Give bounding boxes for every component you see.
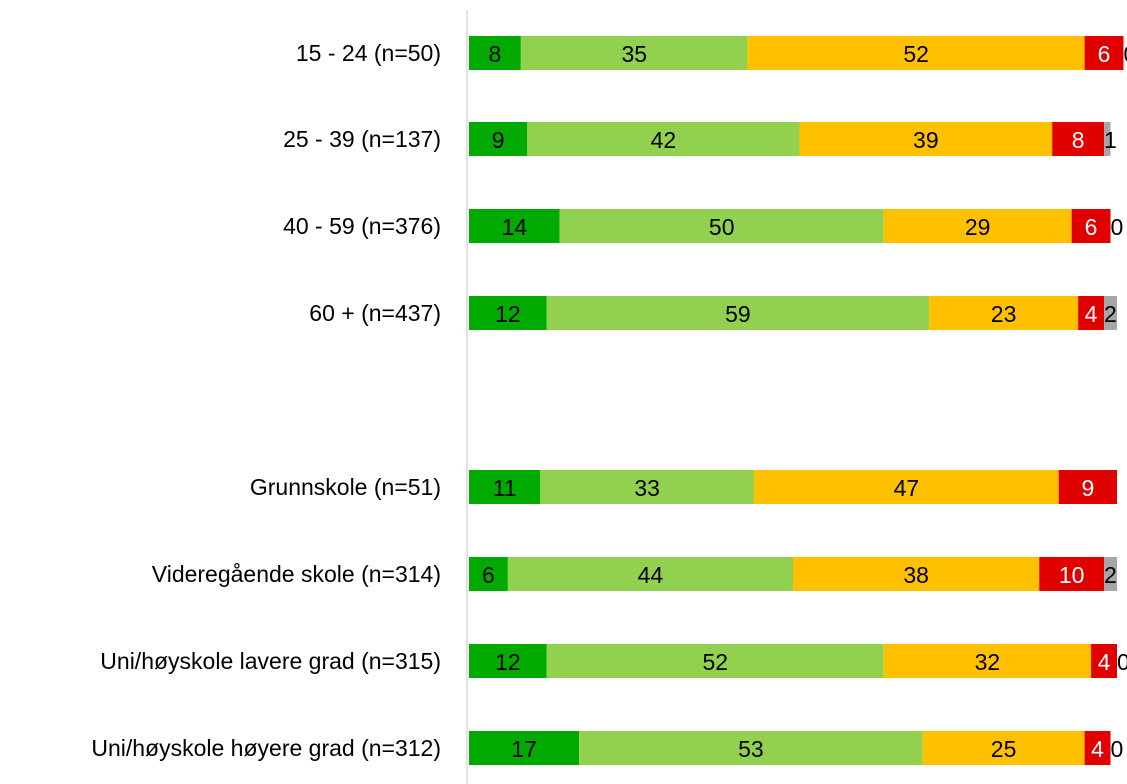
data-label: 42 — [651, 127, 677, 153]
bar-segment — [883, 644, 1092, 678]
category-label: Uni/høyskole høyere grad (n=312) — [91, 735, 441, 761]
bar-segment — [469, 296, 547, 330]
bar-segment — [507, 557, 793, 591]
data-label: 25 — [991, 736, 1017, 762]
category-label: 60 + (n=437) — [309, 300, 441, 326]
data-label: 9 — [1081, 475, 1094, 501]
bar-segment — [799, 122, 1053, 156]
bar-segment — [1104, 557, 1117, 591]
bar-segment — [540, 470, 755, 504]
bar-segment — [883, 209, 1072, 243]
data-label: 11 — [493, 475, 517, 501]
data-label: 14 — [502, 214, 528, 240]
data-label: 47 — [894, 475, 920, 501]
bar-segment — [546, 644, 884, 678]
bar-segment — [793, 557, 1040, 591]
category-label: Grunnskole (n=51) — [250, 474, 441, 500]
bar-segment — [469, 122, 528, 156]
bar-segment — [520, 36, 748, 70]
bar-segment — [1071, 209, 1111, 243]
bar-segment — [1104, 122, 1111, 156]
data-label: 12 — [495, 301, 521, 327]
data-label: 33 — [634, 475, 660, 501]
data-label: 2 — [1104, 301, 1117, 327]
data-label: 0 — [1111, 736, 1124, 762]
data-label: 32 — [975, 649, 1001, 675]
data-label: 23 — [991, 301, 1017, 327]
bar-segment — [1104, 296, 1117, 330]
bar-segment — [469, 731, 580, 765]
data-label: 39 — [913, 127, 939, 153]
data-label: 6 — [1098, 41, 1111, 67]
category-label: 40 - 59 (n=376) — [283, 213, 441, 239]
bar-segment — [929, 296, 1079, 330]
bar-segment — [1084, 36, 1124, 70]
bar-segment — [1084, 731, 1111, 765]
bar-segment — [559, 209, 884, 243]
data-label: 6 — [1085, 214, 1098, 240]
data-label: 35 — [621, 41, 647, 67]
data-label: 4 — [1098, 649, 1111, 675]
bar-segment — [579, 731, 923, 765]
category-labels: 15 - 24 (n=50) 25 - 39 (n=137) 40 - 59 (n=… — [91, 40, 441, 761]
bar-segment — [754, 470, 1059, 504]
category-label: 15 - 24 (n=50) — [296, 40, 441, 66]
data-label: 9 — [492, 127, 505, 153]
category-label: Uni/høyskole lavere grad (n=315) — [100, 648, 441, 674]
bar-segment — [1078, 296, 1105, 330]
data-label: 8 — [1072, 127, 1085, 153]
bar-segment — [546, 296, 930, 330]
data-label: 53 — [738, 736, 764, 762]
bar-segment — [469, 644, 547, 678]
data-label: 50 — [709, 214, 735, 240]
data-label: 38 — [903, 562, 929, 588]
bar-segment — [1058, 470, 1117, 504]
bar-segment — [469, 209, 560, 243]
data-label: 0 — [1111, 214, 1124, 240]
data-label: 10 — [1059, 562, 1085, 588]
bar-segment — [922, 731, 1085, 765]
bar-segment — [469, 557, 508, 591]
data-label: 4 — [1091, 736, 1104, 762]
data-label: 12 — [495, 649, 521, 675]
category-label: Videregående skole (n=314) — [152, 561, 441, 587]
data-label: 0 — [1117, 649, 1127, 675]
bar-segment — [1039, 557, 1105, 591]
data-label: 1 — [1104, 127, 1117, 153]
data-label: 44 — [638, 562, 664, 588]
data-label: 4 — [1085, 301, 1098, 327]
data-label: 29 — [965, 214, 991, 240]
category-label: 25 - 39 (n=137) — [283, 126, 441, 152]
data-label: 0 — [1123, 41, 1127, 67]
bars: 8355260942398114502960125923421133479644… — [469, 36, 1127, 765]
data-label: 2 — [1104, 562, 1117, 588]
bar-segment — [527, 122, 800, 156]
data-label: 8 — [489, 41, 502, 67]
data-label: 6 — [482, 562, 495, 588]
bar-segment — [1091, 644, 1117, 678]
data-label: 59 — [725, 301, 751, 327]
bar-segment — [1052, 122, 1105, 156]
data-label: 52 — [702, 649, 728, 675]
data-label: 52 — [903, 41, 929, 67]
bar-segment — [469, 36, 521, 70]
data-label: 17 — [511, 736, 537, 762]
bar-segment — [747, 36, 1085, 70]
bar-segment — [469, 470, 541, 504]
